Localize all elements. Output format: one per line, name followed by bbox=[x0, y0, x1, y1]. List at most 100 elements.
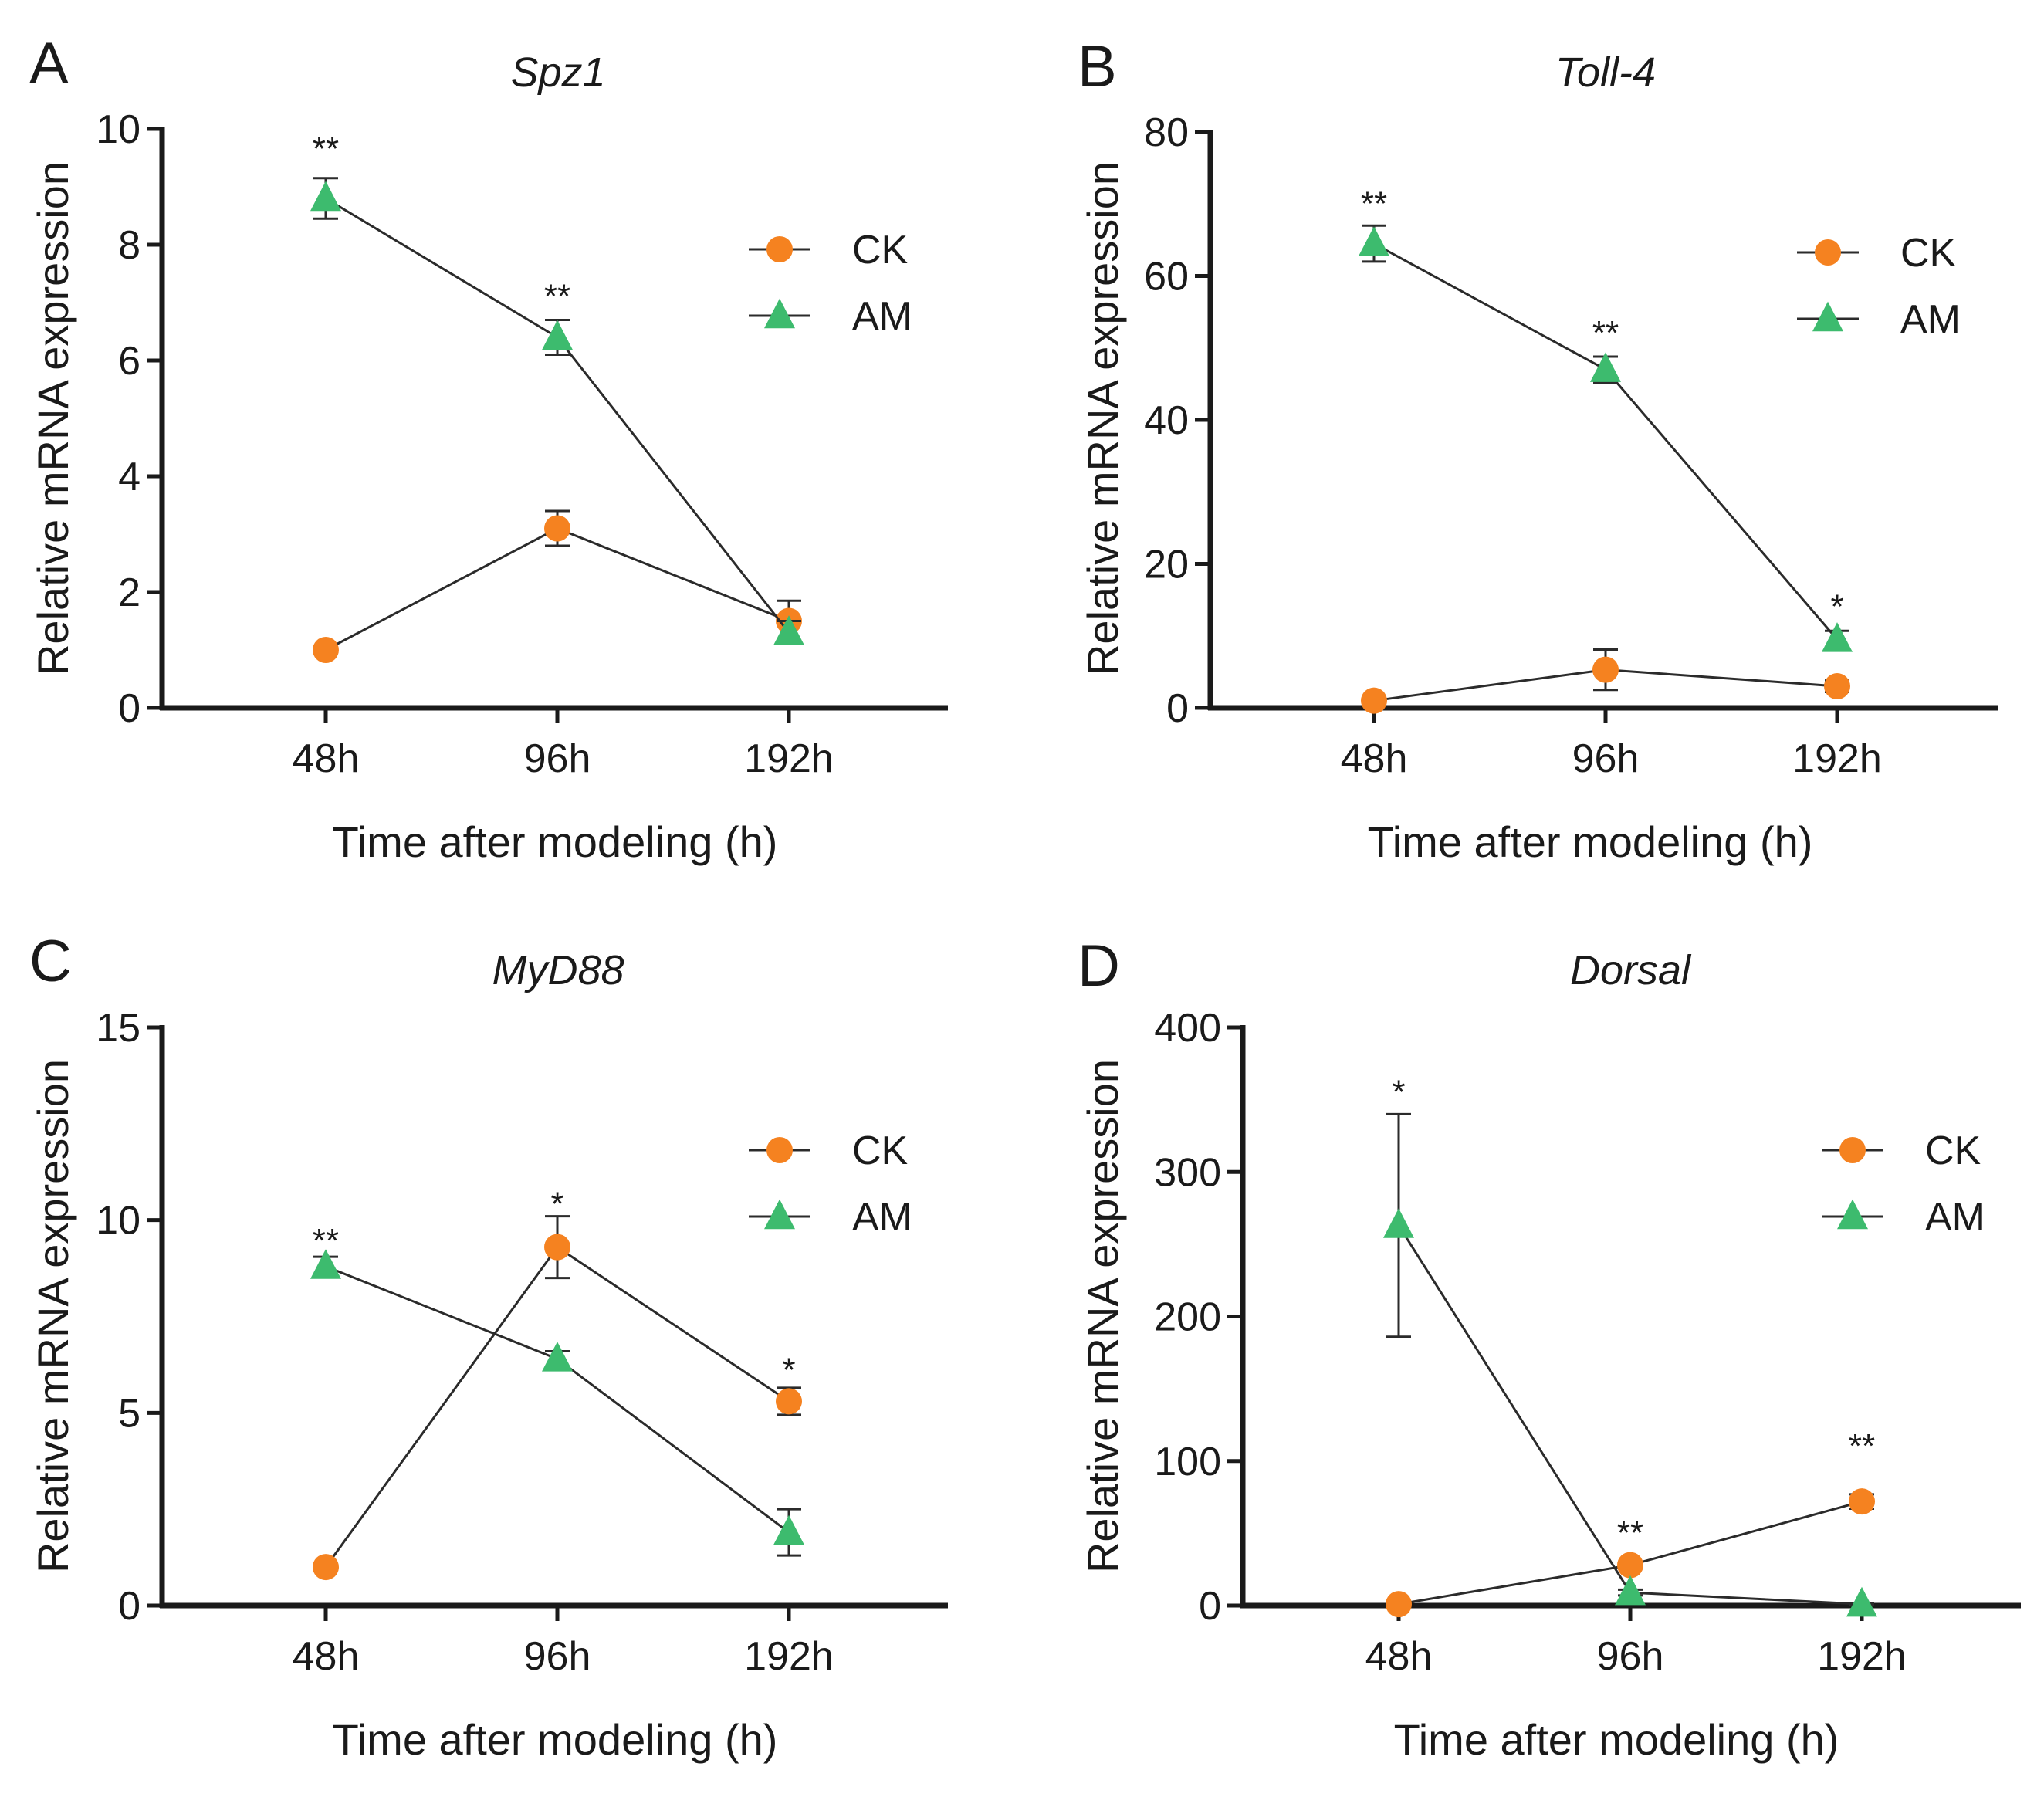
data-point-am bbox=[773, 615, 804, 645]
series-ck bbox=[1361, 648, 1850, 714]
y-axis-label: Relative mRNA expression bbox=[29, 161, 77, 675]
chart-title: Toll-4 bbox=[1555, 49, 1656, 96]
y-tick-label: 10 bbox=[96, 1199, 140, 1244]
chart-panel-b: B Toll-4 0 20 40 60 80 48h 96h 192h Time after mod… bbox=[1078, 34, 1998, 866]
panel-letter: B bbox=[1078, 34, 1117, 100]
data-point-ck bbox=[1592, 656, 1619, 683]
x-tick-label: 192h bbox=[1817, 1634, 1907, 1679]
significance-marker: ** bbox=[1849, 1427, 1875, 1465]
series-ck bbox=[313, 509, 802, 663]
x-tick-label: 96h bbox=[524, 736, 591, 781]
y-tick-label: 2 bbox=[118, 570, 140, 615]
legend-label-ck: CK bbox=[1900, 231, 1957, 276]
series-am bbox=[310, 1249, 804, 1557]
significance-marker: ** bbox=[313, 130, 339, 168]
x-axis-label: Time after modeling (h) bbox=[333, 1715, 778, 1764]
data-point-ck bbox=[544, 1234, 570, 1261]
data-point-am bbox=[310, 1249, 341, 1279]
series-am bbox=[1383, 1112, 1877, 1617]
y-tick-label: 100 bbox=[1154, 1440, 1221, 1484]
y-tick-label: 0 bbox=[1199, 1584, 1221, 1629]
y-tick-label: 300 bbox=[1154, 1150, 1221, 1195]
legend: CK AM bbox=[749, 1129, 912, 1240]
x-tick-label: 48h bbox=[1365, 1634, 1433, 1679]
legend: CK AM bbox=[749, 228, 912, 339]
significance-marker: ** bbox=[544, 278, 570, 316]
data-point-am bbox=[310, 181, 341, 212]
data-point-ck bbox=[1617, 1552, 1643, 1579]
series-am bbox=[1359, 224, 1853, 652]
chart-title: MyD88 bbox=[492, 947, 624, 993]
series-ck bbox=[1386, 1488, 1875, 1618]
legend-label-am: AM bbox=[852, 1195, 912, 1240]
y-tick-label: 15 bbox=[96, 1006, 140, 1051]
data-point-ck bbox=[776, 1388, 802, 1415]
legend-marker-am bbox=[764, 1199, 795, 1230]
data-point-ck bbox=[313, 1554, 339, 1581]
series-line-am bbox=[325, 197, 790, 634]
x-tick-label: 48h bbox=[293, 1634, 360, 1679]
y-axis-label: Relative mRNA expression bbox=[1078, 161, 1127, 675]
significance-marker: * bbox=[1392, 1073, 1405, 1111]
legend-marker-am bbox=[764, 298, 795, 329]
y-tick-label: 400 bbox=[1154, 1006, 1221, 1051]
chart-title: Spz1 bbox=[510, 49, 605, 96]
legend: CK AM bbox=[1797, 231, 1961, 342]
legend-marker-ck bbox=[1815, 239, 1841, 266]
data-point-ck bbox=[1849, 1488, 1875, 1515]
y-tick-label: 6 bbox=[118, 339, 140, 384]
series-line-am bbox=[1373, 242, 1839, 641]
data-point-am bbox=[542, 1342, 573, 1372]
chart-panel-a: A Spz1 0 2 4 6 8 10 48h 96h 192h Time after modelin… bbox=[29, 31, 948, 866]
chart-title: Dorsal bbox=[1570, 947, 1692, 993]
significance-marker: ** bbox=[1617, 1514, 1643, 1552]
panel-letter: C bbox=[29, 929, 72, 994]
significance-marker: ** bbox=[313, 1222, 339, 1260]
legend-label-ck: CK bbox=[1925, 1129, 1981, 1173]
data-point-am bbox=[1615, 1575, 1646, 1606]
y-tick-label: 0 bbox=[118, 686, 140, 731]
legend-label-am: AM bbox=[1900, 297, 1961, 342]
y-tick-label: 0 bbox=[1166, 686, 1189, 731]
x-tick-label: 192h bbox=[744, 736, 834, 781]
data-point-ck bbox=[313, 637, 339, 663]
significance-marker: * bbox=[550, 1186, 563, 1223]
data-point-am bbox=[1590, 352, 1621, 382]
significance-marker: ** bbox=[1361, 184, 1387, 222]
significance-marker: ** bbox=[1592, 314, 1619, 352]
legend-label-am: AM bbox=[852, 294, 912, 339]
data-point-am bbox=[1359, 226, 1389, 256]
y-tick-label: 8 bbox=[118, 223, 140, 268]
legend-marker-ck bbox=[766, 1137, 793, 1163]
y-tick-label: 200 bbox=[1154, 1295, 1221, 1340]
data-point-am bbox=[1846, 1586, 1877, 1617]
x-tick-label: 192h bbox=[744, 1634, 834, 1679]
legend: CK AM bbox=[1822, 1129, 1985, 1240]
x-tick-label: 96h bbox=[1572, 736, 1640, 781]
y-axis-label: Relative mRNA expression bbox=[29, 1059, 77, 1573]
chart-panel-c: C MyD88 0 5 10 15 48h 96h 192h Time after modelin… bbox=[29, 929, 948, 1764]
data-point-ck bbox=[1361, 687, 1387, 714]
x-axis-label: Time after modeling (h) bbox=[333, 817, 778, 866]
data-point-am bbox=[1383, 1208, 1414, 1238]
x-tick-label: 96h bbox=[1597, 1634, 1664, 1679]
x-tick-label: 48h bbox=[1341, 736, 1408, 781]
data-point-ck bbox=[1386, 1591, 1412, 1618]
data-point-ck bbox=[1824, 673, 1850, 700]
y-tick-label: 40 bbox=[1144, 398, 1189, 443]
series-ck bbox=[313, 1215, 802, 1581]
legend-marker-am bbox=[1812, 301, 1843, 332]
y-tick-label: 20 bbox=[1144, 543, 1189, 587]
legend-label-ck: CK bbox=[852, 1129, 909, 1173]
significance-marker: * bbox=[1830, 587, 1843, 625]
x-axis-label: Time after modeling (h) bbox=[1368, 817, 1813, 866]
panel-letter: D bbox=[1078, 933, 1120, 999]
data-point-am bbox=[1822, 622, 1853, 652]
y-tick-label: 5 bbox=[118, 1391, 140, 1436]
x-tick-label: 48h bbox=[293, 736, 360, 781]
legend-label-am: AM bbox=[1925, 1195, 1985, 1240]
x-axis-label: Time after modeling (h) bbox=[1394, 1715, 1839, 1764]
legend-label-ck: CK bbox=[852, 228, 909, 272]
x-tick-label: 96h bbox=[524, 1634, 591, 1679]
